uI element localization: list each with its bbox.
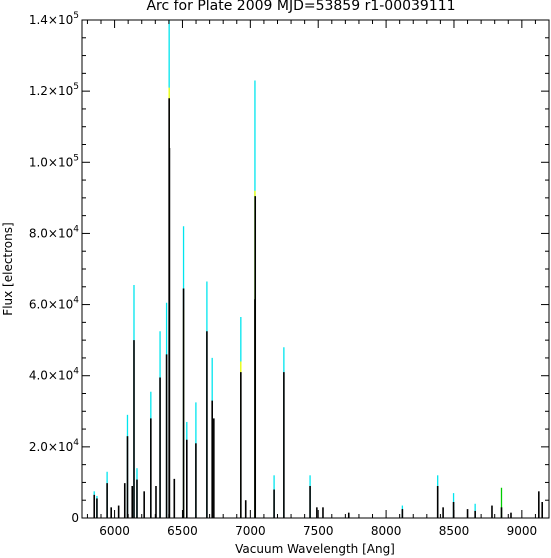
- y-tick-label: 1.0×105: [29, 153, 79, 169]
- x-tick-label: 9000: [507, 524, 538, 538]
- x-tick-labels: 6000 6500 7000 7500 8000 8500 9000: [99, 524, 537, 538]
- spectrum-series: [93, 20, 544, 518]
- y-tick-label: 6.0×104: [29, 296, 79, 312]
- y-tick-label: 8.0×104: [29, 224, 79, 240]
- axis-ticks: [82, 19, 550, 519]
- series-black: [93, 98, 544, 518]
- y-tick-label: 1.2×105: [29, 82, 79, 98]
- y-tick-label: 2.0×104: [29, 438, 79, 454]
- x-tick-label: 8000: [371, 524, 402, 538]
- x-tick-label: 6500: [167, 524, 198, 538]
- x-tick-label: 7500: [303, 524, 334, 538]
- x-axis-label: Vacuum Wavelength [Ang]: [235, 542, 395, 556]
- y-tick-label: 4.0×104: [29, 367, 79, 383]
- y-tick-label: 0: [71, 511, 79, 525]
- x-tick-label: 6000: [99, 524, 130, 538]
- y-axis-label: Flux [electrons]: [1, 222, 15, 315]
- y-tick-label: 1.4×105: [29, 11, 79, 27]
- y-tick-labels: 0 2.0×104 4.0×104 6.0×104 8.0×104 1.0×105 1.2×…: [29, 11, 79, 525]
- x-tick-label: 8500: [439, 524, 470, 538]
- chart-title: Arc for Plate 2009 MJD=53859 r1-00039111: [146, 0, 455, 14]
- x-tick-label: 7000: [235, 524, 266, 538]
